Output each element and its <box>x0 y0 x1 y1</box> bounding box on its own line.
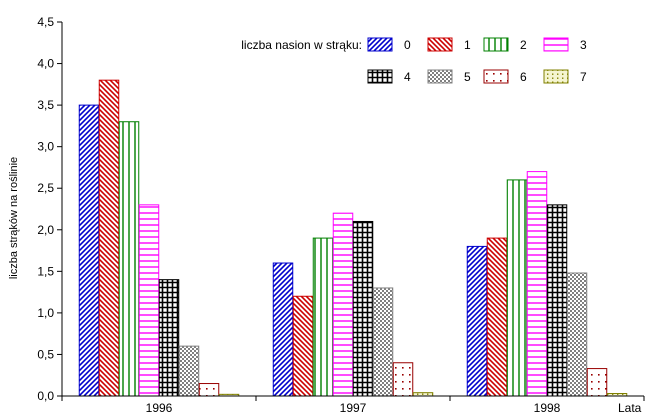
bar-1996-series-5 <box>178 345 200 397</box>
y-axis-label: liczba strąków na roślinie <box>8 157 20 279</box>
legend-title: liczba nasion w strąku: <box>241 38 362 52</box>
x-tick-label: 1996 <box>146 401 173 415</box>
y-tick-label: 4,0 <box>37 57 54 71</box>
bar-1998-series-0 <box>466 245 488 397</box>
x-tick-label: 1998 <box>534 401 561 415</box>
bar-1996-series-4 <box>158 279 180 397</box>
y-tick-label: 4,5 <box>37 15 54 29</box>
legend-swatch-6 <box>483 69 509 84</box>
legend: liczba nasion w strąku: 0 1 2 3 4 5 6 7 <box>241 37 587 84</box>
bar-1998-series-3 <box>526 171 548 397</box>
legend-swatch-3 <box>543 37 569 52</box>
legend-label-1: 1 <box>464 38 471 52</box>
bar-1998-series-6 <box>586 368 608 397</box>
y-tick-label: 2,0 <box>37 223 54 237</box>
bar-1997-series-2 <box>312 237 334 397</box>
bar-1997-series-5 <box>372 287 394 397</box>
bar-1996-series-6 <box>198 383 220 397</box>
y-axis: 0,0 0,5 1,0 1,5 2,0 2,5 3,0 3,5 4,0 4,5 <box>37 15 63 403</box>
legend-label-4: 4 <box>404 70 411 84</box>
bar-1997-series-4 <box>352 220 374 397</box>
legend-label-5: 5 <box>464 70 471 84</box>
bar-1998-series-2 <box>506 179 528 397</box>
legend-label-7: 7 <box>580 70 587 84</box>
bar-1998-series-5 <box>566 272 588 397</box>
bar-1996-series-3 <box>138 204 160 397</box>
legend-label-2: 2 <box>520 38 527 52</box>
x-axis-label: Lata <box>618 401 642 415</box>
bar-1996-series-1 <box>98 79 120 397</box>
bar-1998-series-4 <box>546 204 568 397</box>
bar-1996-series-0 <box>78 104 100 397</box>
bar-1997-series-3 <box>332 212 354 397</box>
bar-1997-series-0 <box>272 262 294 397</box>
bar-1997-series-6 <box>392 362 414 397</box>
legend-swatch-5 <box>427 69 453 84</box>
bar-1998-series-1 <box>486 237 508 397</box>
x-tick-label: 1997 <box>340 401 367 415</box>
legend-swatch-7 <box>543 69 569 84</box>
plot-area <box>78 79 628 397</box>
y-tick-label: 3,5 <box>37 98 54 112</box>
y-tick-label: 0,0 <box>37 389 54 403</box>
x-axis: 1996 1997 1998 <box>61 395 645 415</box>
y-tick-label: 0,5 <box>37 347 54 361</box>
y-tick-label: 1,0 <box>37 306 54 320</box>
y-tick-label: 3,0 <box>37 140 54 154</box>
legend-swatch-0 <box>367 37 393 52</box>
legend-swatch-4 <box>367 69 393 84</box>
y-tick-label: 2,5 <box>37 181 54 195</box>
legend-label-3: 3 <box>580 38 587 52</box>
legend-label-6: 6 <box>520 70 527 84</box>
bar-1997-series-1 <box>292 295 314 397</box>
y-tick-label: 1,5 <box>37 264 54 278</box>
legend-label-0: 0 <box>404 38 411 52</box>
legend-swatch-1 <box>427 37 453 52</box>
bar-1996-series-2 <box>118 121 140 397</box>
legend-swatch-2 <box>483 37 509 52</box>
